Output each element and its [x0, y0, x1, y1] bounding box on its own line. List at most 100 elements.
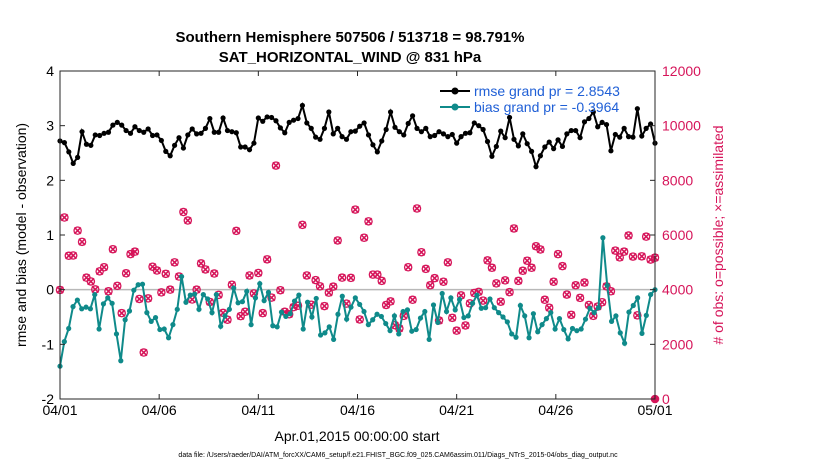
x-axis: 04/01 04/06 04/11 04/16 04/21 04/26 05/01	[42, 71, 673, 418]
rmse-point	[295, 115, 301, 122]
rmse-point	[449, 131, 455, 138]
bias-point	[70, 304, 76, 310]
obs-possible-point	[492, 279, 501, 288]
obs-assimilated-point	[629, 252, 637, 261]
obs-assimilated-point	[170, 258, 179, 267]
obs-assimilated-point	[166, 285, 174, 294]
rmse-point	[445, 134, 451, 140]
bias-point	[600, 235, 606, 241]
rmse-point	[462, 130, 469, 136]
obs-assimilated-point	[153, 266, 161, 275]
obs-possible-point	[121, 269, 131, 278]
rmse-point	[154, 132, 160, 138]
rmse-point	[180, 145, 187, 151]
obs-possible-point	[315, 282, 325, 291]
bias-point	[500, 314, 506, 320]
obs-possible-point	[483, 256, 492, 265]
rmse-point	[132, 124, 138, 130]
bias-point	[561, 326, 567, 333]
rmse-point	[290, 117, 297, 123]
bias-point	[469, 300, 476, 306]
obs-assimilated-point	[646, 255, 655, 264]
obs-assimilated-point	[444, 258, 452, 267]
bias-point	[100, 301, 107, 307]
rmse-point	[158, 137, 164, 144]
left-y-tick-label: -2	[42, 391, 55, 407]
bias-point	[591, 310, 597, 316]
bias-point	[422, 308, 428, 315]
obs-possible-point	[139, 348, 148, 357]
rmse-point	[511, 136, 517, 142]
bias-point	[378, 313, 384, 320]
obs-possible-point	[364, 217, 373, 226]
obs-possible-point	[412, 204, 422, 213]
rmse-point	[66, 149, 72, 155]
bias-point	[608, 318, 615, 324]
obs-assimilated-point	[452, 326, 461, 335]
obs-assimilated-point	[567, 311, 576, 319]
rmse-point	[427, 134, 433, 140]
bias-point	[270, 323, 276, 329]
bias-point	[487, 296, 493, 302]
bias-point	[309, 314, 315, 320]
bias-point	[252, 295, 259, 301]
rmse-point	[493, 143, 499, 150]
bias-point	[157, 326, 163, 333]
right-y-tick-label: 8000	[662, 172, 693, 188]
bias-point	[322, 330, 328, 336]
rmse-point	[75, 154, 81, 160]
rmse-point	[370, 142, 376, 148]
rmse-point	[387, 109, 394, 115]
rmse-point	[546, 139, 552, 145]
bias-point	[374, 311, 380, 317]
left-y-tick-label: 2	[46, 172, 54, 188]
obs-possible-point	[135, 294, 144, 304]
bias-point	[587, 305, 593, 311]
rmse-point	[502, 135, 508, 141]
obs-possible-point	[320, 301, 329, 311]
bias-point	[196, 306, 202, 312]
bias-point	[126, 308, 133, 314]
rmse-point	[625, 134, 632, 140]
rmse-point	[233, 130, 239, 136]
rmse-point	[577, 135, 583, 141]
obs-possible-point	[104, 287, 113, 296]
x-axis-label: Apr.01,2015 00:00:00 start	[274, 428, 439, 444]
bias-point	[209, 310, 215, 316]
obs-assimilated-point	[60, 213, 69, 222]
obs-assimilated-point	[404, 263, 412, 272]
bias-point	[144, 310, 150, 316]
rmse-point	[405, 120, 411, 127]
obs-assimilated-point	[333, 236, 342, 245]
bias-point	[304, 299, 311, 305]
obs-assimilated-point	[131, 247, 139, 256]
rmse-point	[551, 146, 557, 152]
obs-assimilated-point	[109, 245, 117, 253]
obs-assimilated-point	[496, 297, 505, 306]
obs-assimilated-point	[386, 297, 395, 306]
obs-assimilated-point	[126, 250, 135, 258]
obs-possible-point	[408, 295, 417, 305]
chart-subtitle: SAT_HORIZONTAL_WIND @ 831 hPa	[219, 49, 482, 66]
obs-possible-point	[562, 290, 572, 299]
bias-point	[387, 328, 393, 334]
obs-assimilated-point	[157, 288, 166, 297]
obs-possible-point	[448, 313, 457, 323]
obs-possible-point	[333, 236, 342, 245]
rmse-point	[114, 119, 120, 125]
bias-point	[383, 320, 389, 327]
bias-point	[213, 291, 219, 298]
bias-point	[535, 329, 541, 335]
obs-assimilated-point	[311, 276, 320, 284]
rmse-point	[268, 114, 275, 121]
rmse-point	[520, 131, 526, 137]
obs-possible-point	[117, 308, 126, 318]
obs-assimilated-point	[232, 227, 241, 235]
obs-possible-point	[500, 276, 510, 285]
rmse-point	[396, 129, 402, 135]
left-y-tick-label: 4	[46, 63, 54, 79]
rmse-point	[564, 131, 570, 137]
rmse-point	[471, 120, 477, 126]
rmse-point	[339, 134, 345, 140]
rmse-point	[207, 115, 213, 122]
